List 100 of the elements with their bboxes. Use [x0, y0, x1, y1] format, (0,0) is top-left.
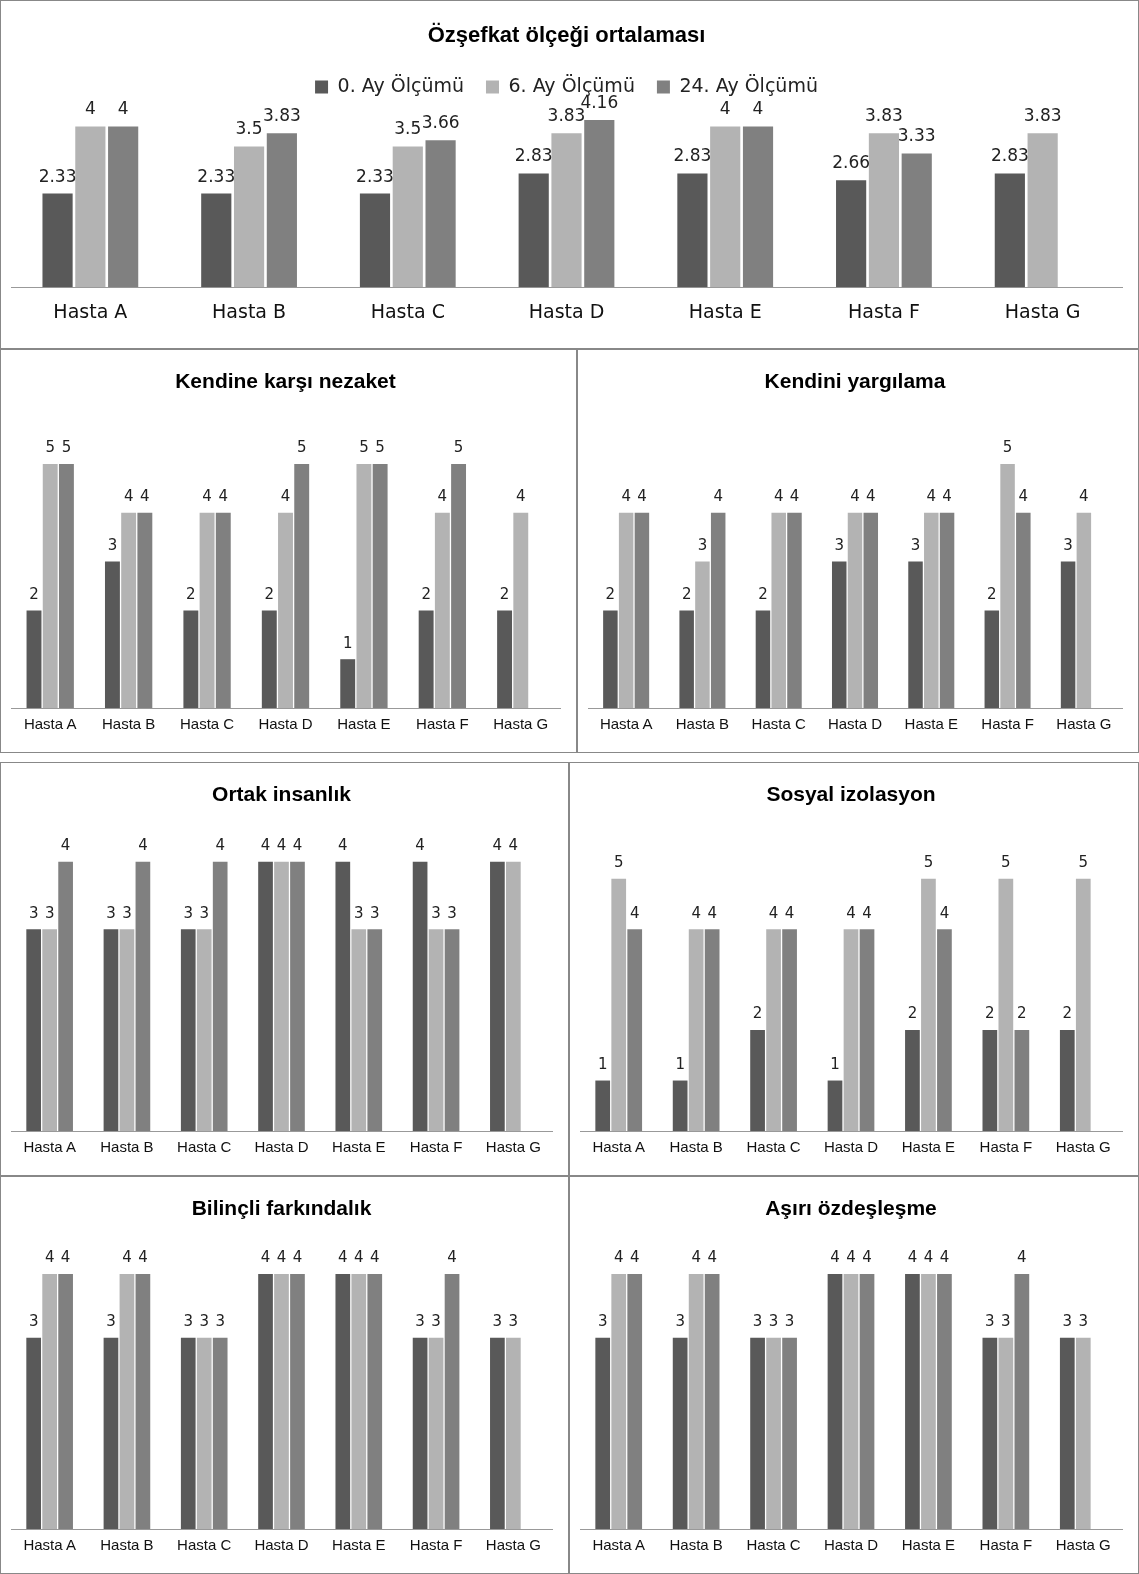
data-label: 4 [215, 836, 225, 855]
bar [843, 929, 859, 1131]
bar [771, 512, 786, 708]
bar [121, 512, 137, 708]
x-tick-label: Hasta E [337, 715, 391, 733]
data-label: 3 [215, 1312, 225, 1331]
x-tick-label: Hasta E [332, 1138, 386, 1156]
legend-label: 0. Ay Ölçümü [337, 73, 464, 96]
data-label: 4 [276, 1248, 287, 1267]
data-label: 4 [123, 487, 134, 506]
data-label: 3.5 [394, 118, 422, 139]
bar [710, 512, 726, 708]
bar [551, 133, 582, 288]
bar [742, 126, 774, 288]
data-label: 4 [202, 487, 212, 506]
x-tick-label: Hasta C [177, 1536, 232, 1554]
bar [937, 929, 952, 1131]
bar [137, 512, 153, 708]
legend-label: 24. Ay Ölçümü [679, 73, 818, 96]
data-label: 5 [1001, 853, 1011, 872]
x-tick-label: Hasta E [904, 715, 958, 733]
x-tick-label: Hasta D [528, 299, 605, 322]
data-label: 4 [939, 1248, 950, 1267]
data-label: 5 [375, 438, 385, 457]
x-tick-label: Hasta G [485, 1138, 541, 1156]
x-tick-label: Hasta G [1055, 1138, 1111, 1156]
data-label: 2 [1017, 1004, 1027, 1023]
data-label: 2 [985, 1004, 995, 1023]
data-label: 4 [691, 1248, 701, 1267]
x-tick-label: Hasta A [599, 715, 653, 733]
data-label: 2 [681, 584, 692, 603]
data-label: 4 [789, 487, 800, 506]
bar [183, 610, 199, 708]
data-label: 2 [1062, 1004, 1073, 1023]
data-label: 4 [338, 1248, 348, 1267]
data-label: 3 [1062, 1312, 1073, 1331]
x-tick-label: Hasta D [827, 715, 883, 733]
data-label: 5 [296, 438, 307, 457]
bar [497, 610, 513, 708]
data-label: 4 [1079, 487, 1089, 506]
bar [261, 610, 277, 708]
data-label: 4 [354, 1248, 364, 1267]
data-label: 5 [1078, 853, 1089, 872]
data-label: 4 [846, 1248, 856, 1267]
bar [294, 464, 310, 708]
x-tick-label: Hasta E [901, 1138, 956, 1156]
data-label: 3 [697, 535, 708, 554]
x-tick-label: Hasta G [485, 1536, 541, 1554]
data-label: 4 [138, 836, 148, 855]
x-tick-label: Hasta F [847, 299, 920, 322]
data-label: 3 [1063, 535, 1073, 554]
data-label: 4 [60, 1248, 71, 1267]
data-label: 4 [846, 903, 856, 922]
data-label: 1 [830, 1054, 840, 1073]
data-label: 4 [44, 1248, 55, 1267]
bar [627, 929, 643, 1131]
data-label: 4 [260, 836, 271, 855]
data-label: 5 [613, 853, 624, 872]
bar [1016, 512, 1031, 708]
x-tick-label: Hasta D [823, 1138, 879, 1156]
data-label: 4 [140, 487, 150, 506]
legend-label: 6. Ay Ölçümü [508, 73, 635, 96]
bar [831, 561, 847, 708]
x-tick-label: Hasta A [23, 1138, 76, 1156]
data-label: 4 [719, 98, 731, 119]
x-tick-label: Hasta A [23, 715, 77, 733]
chart-title: Özşefkat ölçeği ortalaması [427, 22, 706, 48]
bar [695, 561, 710, 708]
bar [847, 512, 863, 708]
bar [905, 1030, 920, 1131]
bar [618, 512, 634, 708]
bar [26, 610, 42, 708]
x-tick-label: Hasta D [254, 1536, 309, 1554]
data-label: 3 [447, 903, 457, 922]
bar [982, 1030, 998, 1131]
data-label: 3 [910, 535, 921, 554]
data-label: 3 [1001, 1312, 1011, 1331]
x-tick-label: Hasta B [669, 1138, 723, 1156]
data-label: 4 [907, 1248, 918, 1267]
data-label: 3 [28, 1312, 39, 1331]
bar [634, 512, 650, 708]
x-tick-label: Hasta D [258, 715, 313, 733]
x-tick-label: Hasta B [675, 715, 730, 733]
bar [679, 610, 694, 708]
data-label: 3.5 [235, 118, 263, 139]
data-label: 4 [862, 903, 872, 922]
data-label: 4 [942, 487, 952, 506]
data-label: 4 [508, 836, 519, 855]
data-label: 4 [707, 1248, 717, 1267]
x-tick-label: Hasta F [981, 715, 1034, 733]
data-label: 4 [276, 836, 287, 855]
bar [1060, 561, 1076, 708]
data-label: 2.33 [356, 165, 394, 186]
data-label: 3 [1078, 1312, 1089, 1331]
data-label: 3 [834, 535, 845, 554]
bar [266, 133, 297, 288]
bar [782, 929, 797, 1131]
data-label: 3 [431, 1312, 441, 1331]
chart-title: Ortak insanlık [212, 782, 352, 806]
data-label: 3.83 [1023, 105, 1062, 126]
